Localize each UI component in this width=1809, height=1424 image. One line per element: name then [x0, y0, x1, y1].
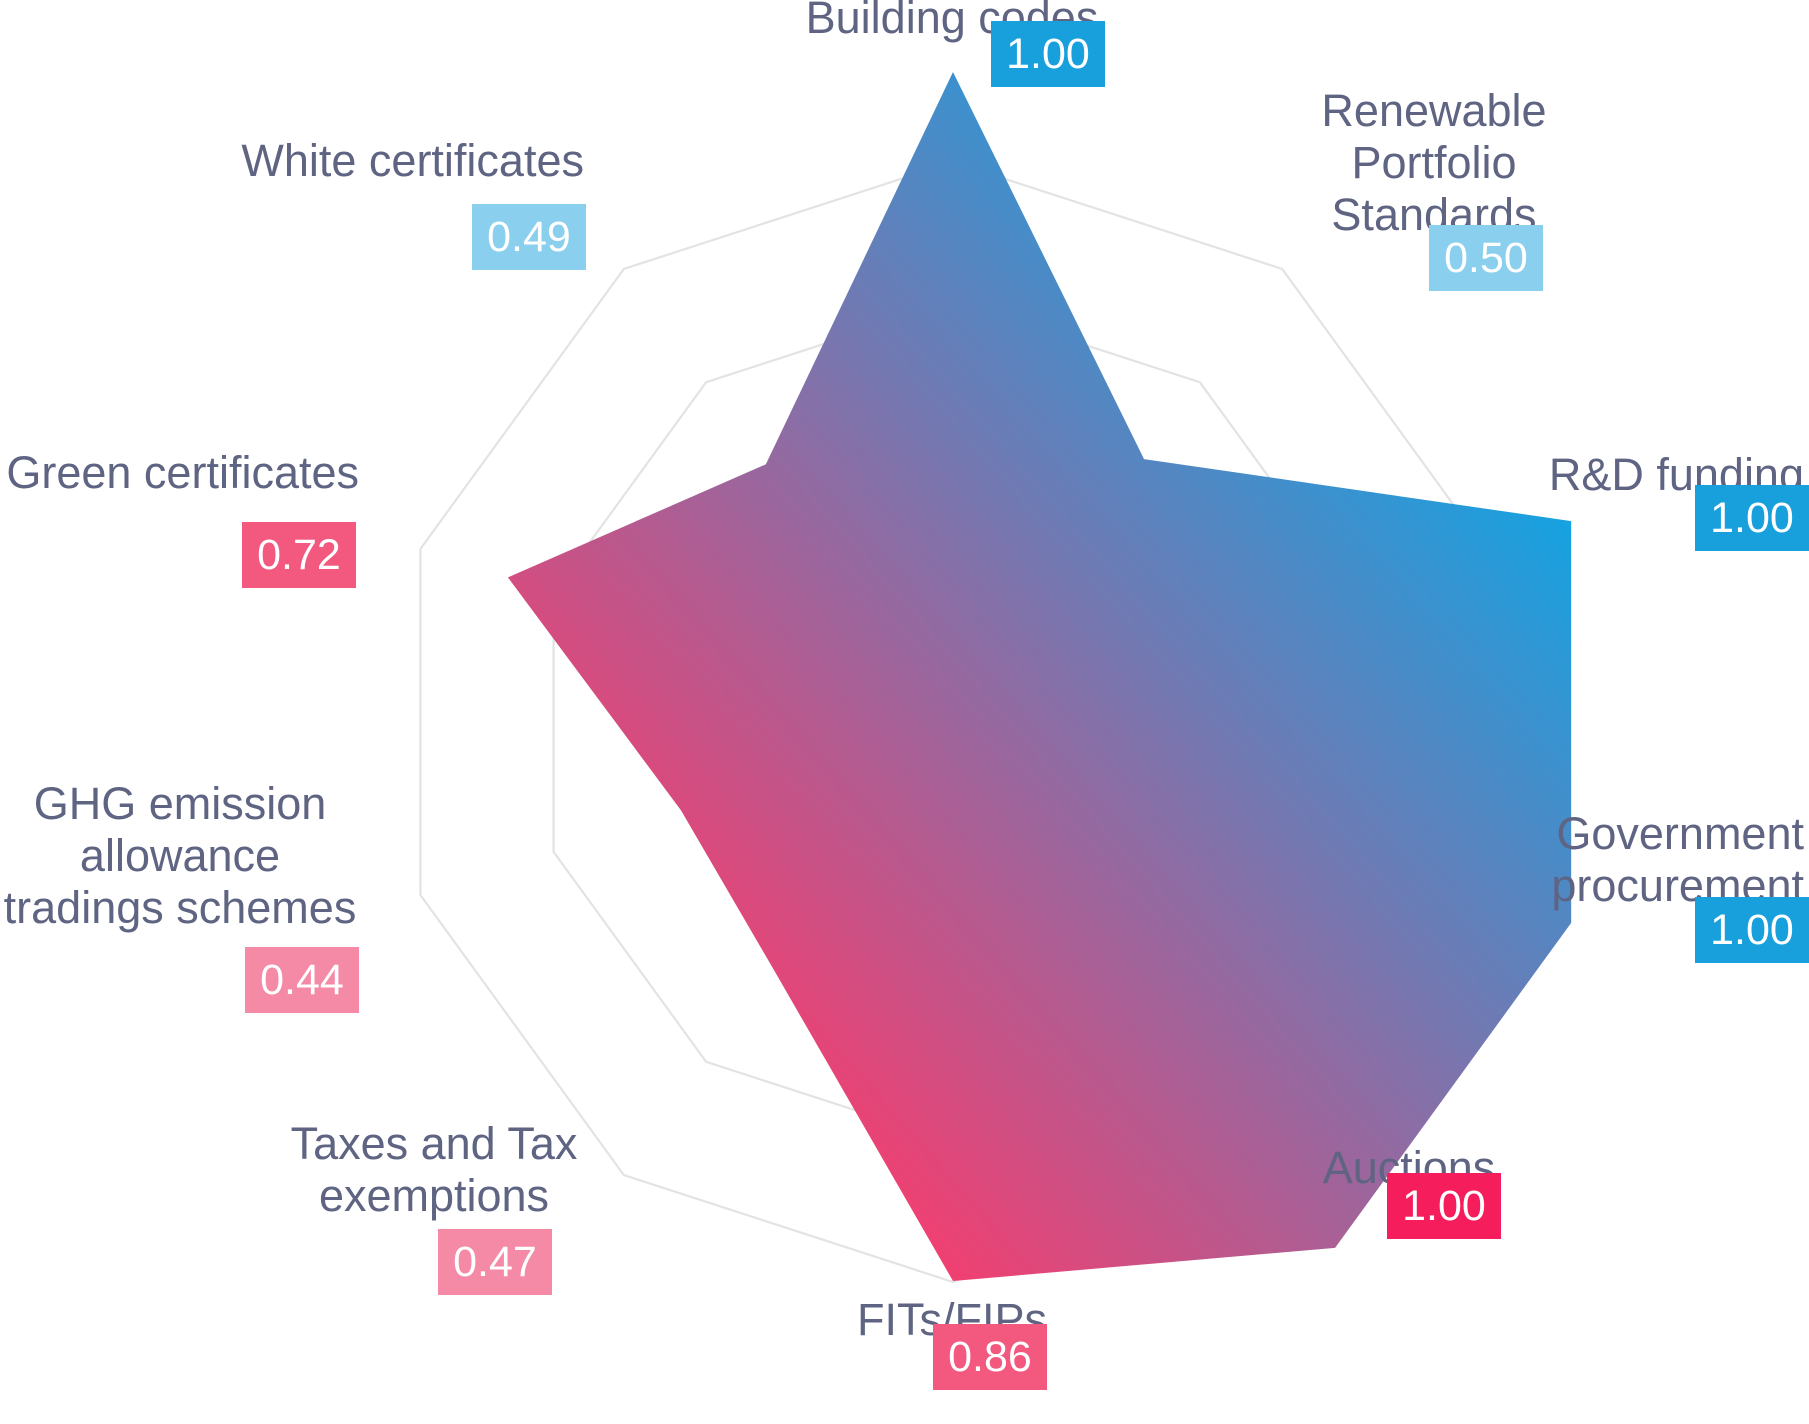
- axis-label-line: Green certificates: [6, 447, 359, 498]
- axis-label-9: Green certificates: [0, 447, 359, 499]
- axis-label-line: tradings schemes: [3, 882, 357, 933]
- axis-label-line: Building codes: [805, 0, 1099, 43]
- axis-label-line: Portfolio: [1351, 137, 1517, 188]
- radar-data-area: [507, 72, 1572, 1281]
- axis-label-1: Building codes: [652, 0, 1252, 44]
- value-badge-2: 0.50: [1429, 225, 1543, 291]
- value-badge-10: 0.49: [472, 204, 586, 270]
- axis-label-line: Renewable: [1321, 85, 1547, 136]
- value-badge-4: 1.00: [1695, 897, 1809, 963]
- axis-label-4: Government procurement: [1204, 808, 1804, 912]
- axis-label-line: White certificates: [241, 135, 584, 186]
- value-badge-8: 0.44: [245, 947, 359, 1013]
- axis-label-8: GHG emission allowance tradings schemes: [0, 778, 480, 934]
- value-badge-1: 1.00: [991, 21, 1105, 87]
- axis-label-line: Taxes and Tax: [290, 1118, 578, 1169]
- axis-label-line: allowance: [79, 830, 281, 881]
- value-badge-7: 0.47: [438, 1229, 552, 1295]
- value-badge-6: 0.86: [933, 1324, 1047, 1390]
- axis-label-line: Government: [1556, 808, 1804, 859]
- axis-label-line: GHG emission: [33, 778, 327, 829]
- grid-ring-4: [419, 160, 1487, 1284]
- axis-label-7: Taxes and Tax exemptions: [134, 1118, 734, 1222]
- axis-label-2: Renewable Portfolio Standards: [1134, 85, 1734, 241]
- axis-label-line: exemptions: [318, 1170, 550, 1221]
- value-badge-9: 0.72: [242, 522, 356, 588]
- value-badge-5: 1.00: [1387, 1173, 1501, 1239]
- axis-label-10: White certificates: [0, 135, 584, 187]
- value-badge-3: 1.00: [1695, 485, 1809, 551]
